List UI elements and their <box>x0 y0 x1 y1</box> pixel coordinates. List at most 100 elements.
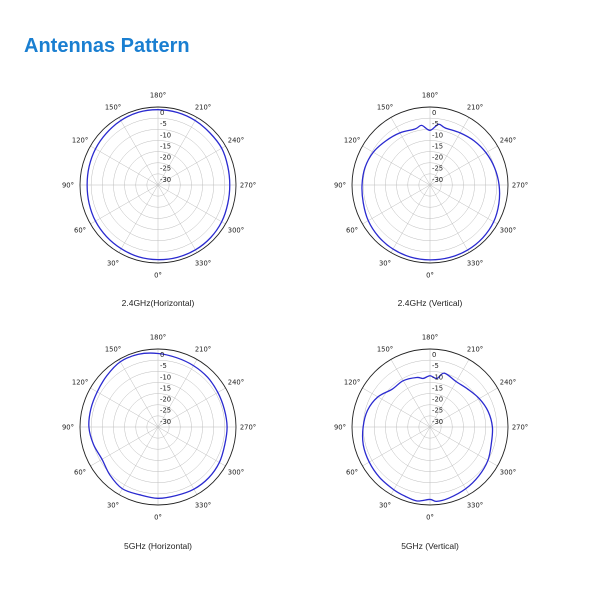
angle-label-60-deg: 60° <box>346 468 358 476</box>
grid-spoke <box>157 145 226 186</box>
grid-spoke <box>390 426 431 495</box>
grid-spoke <box>390 184 431 253</box>
grid-spoke <box>90 387 159 428</box>
angle-label-0-deg: 0° <box>154 513 162 521</box>
radial-tick-label: 0 <box>160 109 164 117</box>
pattern-trace <box>88 352 228 499</box>
grid-spoke <box>90 426 159 467</box>
grid-spoke <box>429 184 498 225</box>
radial-tick-label: -10 <box>432 131 443 139</box>
radial-tick-label: -10 <box>160 373 171 381</box>
radial-tick-label: 0 <box>432 109 436 117</box>
radial-tick-label: -10 <box>432 373 443 381</box>
grid-spoke <box>362 426 431 467</box>
grid-spoke <box>429 184 470 253</box>
plot-frame <box>351 348 509 506</box>
angle-label-270-deg: 270° <box>240 181 256 189</box>
radial-tick-label: -25 <box>160 165 171 173</box>
radial-tick-label: -15 <box>432 384 443 392</box>
grid-spoke <box>157 387 226 428</box>
angle-label-150-deg: 150° <box>377 103 393 111</box>
radial-tick-label: -20 <box>160 154 171 162</box>
radial-tick-label: -15 <box>432 142 443 150</box>
chart-caption-5ghz-vertical: 5GHz (Vertical) <box>401 541 459 551</box>
angle-label-300-deg: 300° <box>500 468 516 476</box>
chart-caption-24ghz-horizontal: 2.4GHz(Horizontal) <box>121 298 195 308</box>
grid-spoke <box>90 145 159 186</box>
radial-tick-label: -20 <box>432 154 443 162</box>
grid-spoke <box>390 359 431 428</box>
radial-tick-label: -25 <box>160 407 171 415</box>
radial-tick-label: -15 <box>160 142 171 150</box>
radial-tick-label: -30 <box>160 418 171 426</box>
angle-label-180-deg: 180° <box>422 91 438 99</box>
angle-label-150-deg: 150° <box>105 345 121 353</box>
angle-label-330-deg: 330° <box>467 501 483 509</box>
angle-label-30-deg: 30° <box>379 259 391 267</box>
polar-chart-24ghz-horizontal: 0 -5 -10 -15 -20 -25 -30 180° 210° 240° 270° 300° 33… <box>62 91 256 279</box>
radial-tick-label: -25 <box>432 165 443 173</box>
angle-label-90-deg: 90° <box>62 423 74 431</box>
angle-label-0-deg: 0° <box>426 513 434 521</box>
page-title: Antennas Pattern <box>24 35 190 57</box>
angle-label-270-deg: 270° <box>512 423 528 431</box>
grid-spoke <box>362 145 431 186</box>
grid-spoke <box>118 426 159 495</box>
grid-spoke <box>118 117 159 186</box>
polar-chart-5ghz-vertical: 0 -5 -10 -15 -20 -25 -30 180° 210° 240° 270° 300° 33… <box>334 333 528 521</box>
polar-chart-24ghz-vertical: 0 -5 -10 -15 -20 -25 -30 180° 210° 240° 270° 300° 33… <box>334 91 528 279</box>
pattern-trace <box>361 123 501 261</box>
grid-spoke <box>90 184 159 225</box>
radial-tick-label: -5 <box>160 120 167 128</box>
angle-label-210-deg: 210° <box>467 103 483 111</box>
radial-tick-label: 0 <box>432 351 436 359</box>
angle-label-270-deg: 270° <box>240 423 256 431</box>
grid-spoke <box>362 184 431 225</box>
pattern-trace <box>361 372 494 503</box>
radial-tick-label: -15 <box>160 384 171 392</box>
angle-label-60-deg: 60° <box>74 468 86 476</box>
radial-tick-label: -30 <box>432 176 443 184</box>
angle-label-120-deg: 120° <box>344 378 360 386</box>
grid-spoke <box>429 426 470 495</box>
angle-label-210-deg: 210° <box>195 345 211 353</box>
angle-label-30-deg: 30° <box>379 501 391 509</box>
angle-label-60-deg: 60° <box>346 226 358 234</box>
angle-label-210-deg: 210° <box>467 345 483 353</box>
angle-label-180-deg: 180° <box>150 91 166 99</box>
angle-label-150-deg: 150° <box>105 103 121 111</box>
chart-caption-5ghz-horizontal: 5GHz (Horizontal) <box>123 541 193 551</box>
angle-label-270-deg: 270° <box>512 181 528 189</box>
grid-spoke <box>118 184 159 253</box>
radial-tick-label: -20 <box>160 396 171 404</box>
grid-spoke <box>157 117 198 186</box>
grid-spoke <box>118 359 159 428</box>
angle-label-240-deg: 240° <box>500 378 516 386</box>
angle-label-300-deg: 300° <box>500 226 516 234</box>
angle-label-60-deg: 60° <box>74 226 86 234</box>
radial-tick-label: -30 <box>432 418 443 426</box>
radial-tick-label: -30 <box>160 176 171 184</box>
pattern-trace <box>86 109 231 261</box>
radial-tick-label: -5 <box>432 362 439 370</box>
angle-label-210-deg: 210° <box>195 103 211 111</box>
grid-spoke <box>157 426 226 467</box>
radial-tick-label: -25 <box>432 407 443 415</box>
grid-spoke <box>157 184 198 253</box>
angle-label-300-deg: 300° <box>228 226 244 234</box>
angle-label-180-deg: 180° <box>422 333 438 341</box>
plot-frame <box>79 106 237 264</box>
grid-spoke <box>362 387 431 428</box>
grid-spoke <box>157 426 198 495</box>
angle-label-120-deg: 120° <box>72 136 88 144</box>
radial-tick-label: -20 <box>432 396 443 404</box>
angle-label-330-deg: 330° <box>195 259 211 267</box>
angle-label-180-deg: 180° <box>150 333 166 341</box>
angle-label-120-deg: 120° <box>344 136 360 144</box>
angle-label-120-deg: 120° <box>72 378 88 386</box>
angle-label-0-deg: 0° <box>426 271 434 279</box>
angle-label-330-deg: 330° <box>195 501 211 509</box>
chart-caption-24ghz-vertical: 2.4GHz (Vertical) <box>397 298 463 308</box>
angle-label-30-deg: 30° <box>107 501 119 509</box>
polar-chart-5ghz-horizontal: 0 -5 -10 -15 -20 -25 -30 180° 210° 240° 270° 300° 33… <box>62 333 256 521</box>
